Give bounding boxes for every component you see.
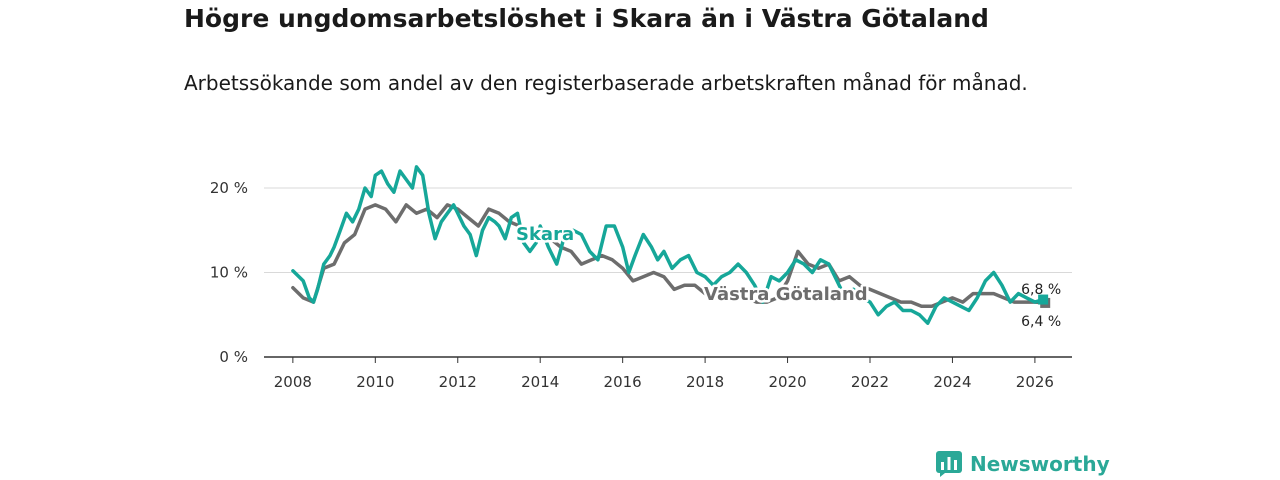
x-tick-label: 2026 — [1016, 373, 1054, 391]
x-tick-label: 2016 — [604, 373, 642, 391]
chart-title: Högre ungdomsarbetslöshet i Skara än i V… — [184, 4, 989, 33]
x-tick-label: 2010 — [356, 373, 394, 391]
y-tick-label: 0 % — [219, 348, 248, 366]
x-tick-label: 2018 — [686, 373, 724, 391]
x-tick-label: 2024 — [933, 373, 971, 391]
end-marker-skara — [1038, 294, 1049, 305]
x-tick-label: 2012 — [439, 373, 477, 391]
end-value-label-vastra-gotaland: 6,4 % — [1021, 314, 1061, 330]
series-label-vastra-gotaland: Västra Götaland — [704, 284, 868, 305]
x-tick-label: 2022 — [851, 373, 889, 391]
x-tick-label: 2008 — [274, 373, 312, 391]
y-tick-label: 20 % — [210, 179, 248, 197]
chart-subtitle: Arbetssökande som andel av den registerb… — [184, 71, 1028, 95]
x-tick-label: 2020 — [768, 373, 806, 391]
newsworthy-logo: Newsworthy — [936, 448, 1110, 480]
brand-name: Newsworthy — [970, 452, 1110, 476]
series-label-skara: Skara — [516, 224, 574, 245]
series-line-skara — [291, 165, 1045, 325]
bar-chart-icon — [936, 451, 962, 477]
end-value-label-skara: 6,8 % — [1021, 282, 1061, 298]
series-line-vastra-gotaland — [291, 203, 1047, 309]
y-tick-label: 10 % — [210, 264, 248, 282]
x-tick-label: 2014 — [521, 373, 559, 391]
